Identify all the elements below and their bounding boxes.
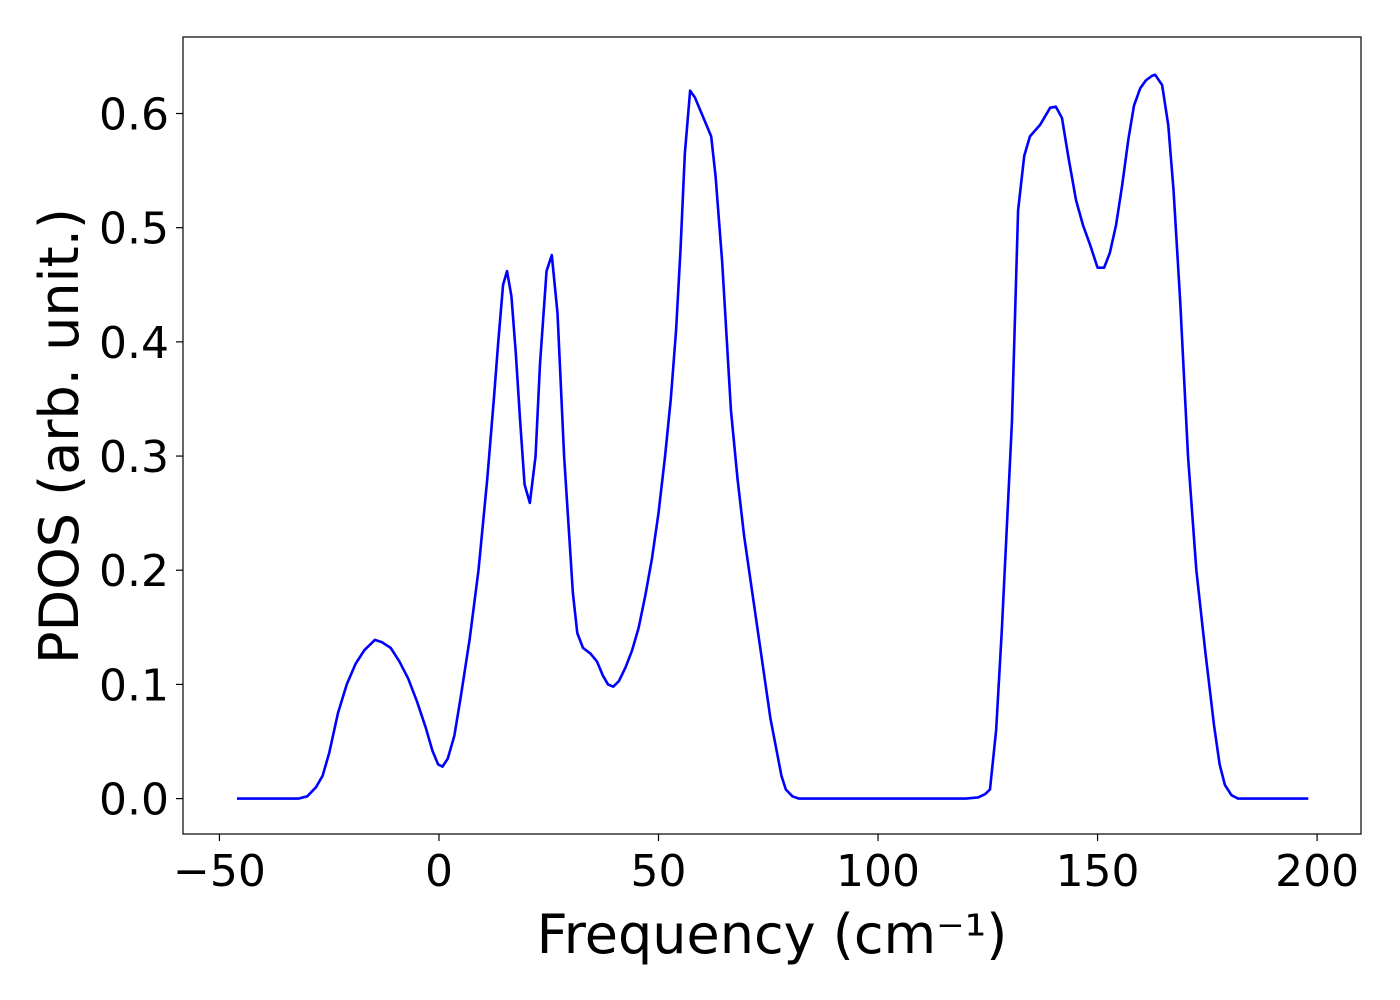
x-tick-label: 150	[1056, 846, 1140, 897]
y-tick-label: 0.6	[99, 90, 169, 141]
x-tick-label: 0	[425, 846, 453, 897]
y-axis-label: PDOS (arb. unit.)	[28, 208, 91, 664]
x-tick-label: 100	[836, 846, 920, 897]
x-tick-label: 50	[631, 846, 687, 897]
plot-frame	[182, 36, 1362, 835]
data-line	[237, 73, 1309, 800]
x-tick-label: 200	[1275, 846, 1359, 897]
y-tick-label: 0.1	[99, 660, 169, 711]
x-tick-label: −50	[173, 846, 266, 897]
x-axis-label: Frequency (cm⁻¹)	[537, 903, 1008, 966]
y-tick-label: 0.2	[99, 546, 169, 597]
y-tick-label: 0.5	[99, 204, 169, 255]
y-tick-label: 0.0	[99, 775, 169, 826]
y-tick-label: 0.4	[99, 318, 169, 369]
y-tick-label: 0.3	[99, 432, 169, 483]
